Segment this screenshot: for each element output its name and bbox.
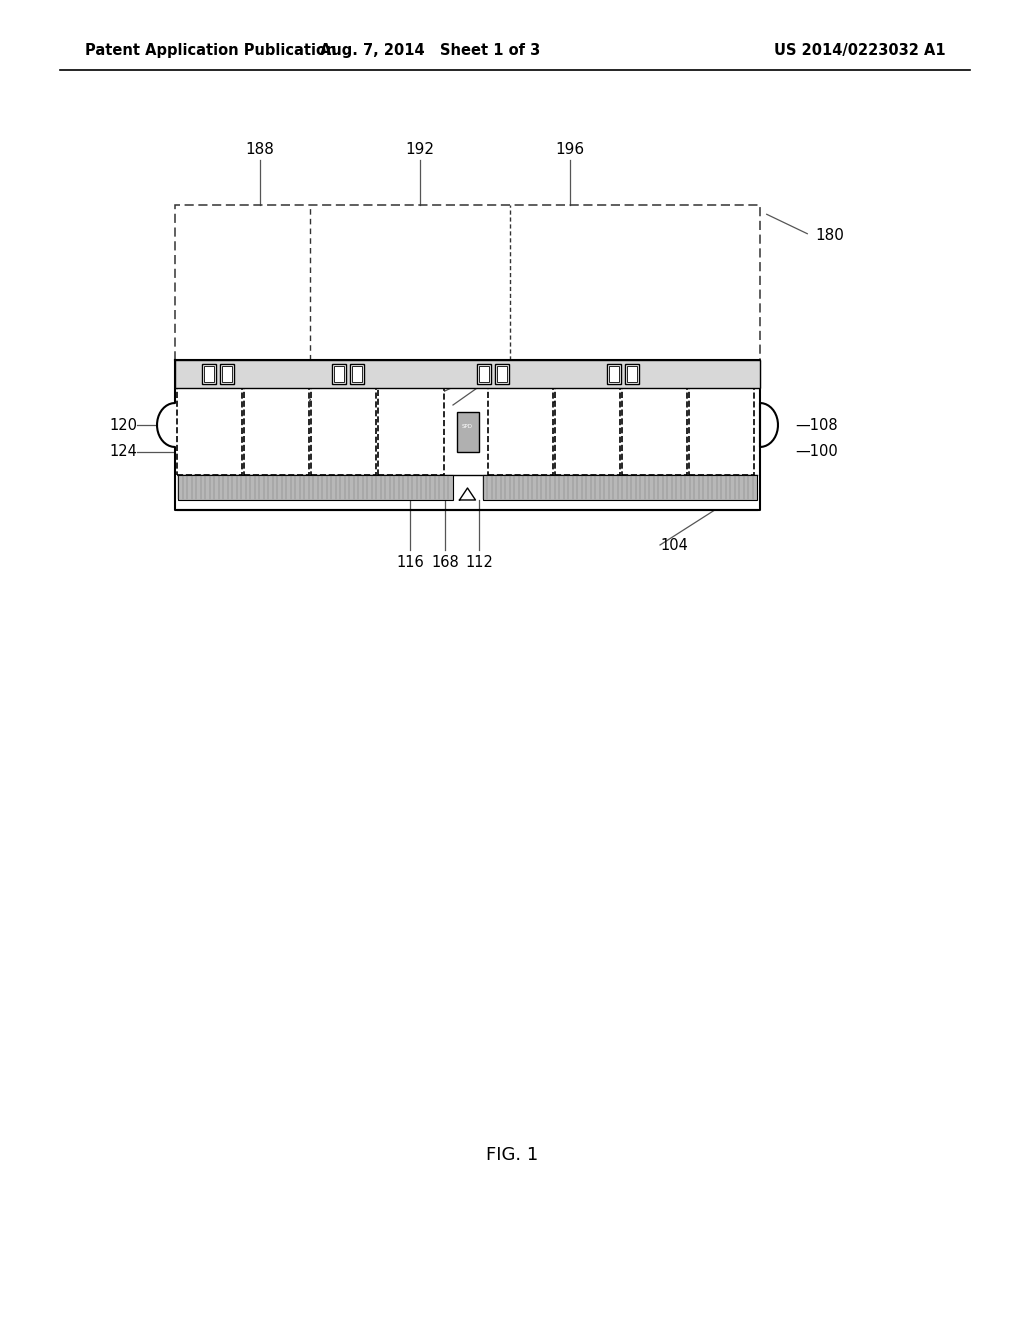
Text: (SBE): (SBE) bbox=[174, 393, 217, 407]
Text: 120: 120 bbox=[109, 417, 137, 433]
Text: 116: 116 bbox=[396, 554, 424, 570]
Bar bbox=[482, 475, 757, 500]
Bar bbox=[457, 412, 478, 451]
Text: Aug. 7, 2014   Sheet 1 of 3: Aug. 7, 2014 Sheet 1 of 3 bbox=[319, 42, 540, 58]
Text: 112: 112 bbox=[465, 554, 493, 570]
Text: SPD: SPD bbox=[462, 424, 473, 429]
Text: Patent Application Publication: Patent Application Publication bbox=[85, 42, 337, 58]
Text: 144: 144 bbox=[401, 363, 429, 378]
Bar bbox=[350, 364, 364, 384]
Bar bbox=[332, 364, 346, 384]
Text: —108: —108 bbox=[795, 417, 838, 433]
Text: 152: 152 bbox=[535, 363, 562, 378]
Bar bbox=[177, 388, 242, 475]
Text: (1066): (1066) bbox=[316, 393, 368, 407]
Text: 148: 148 bbox=[439, 363, 467, 378]
Text: 188: 188 bbox=[246, 143, 274, 157]
Bar bbox=[609, 366, 618, 381]
Text: 180: 180 bbox=[815, 227, 844, 243]
Text: (1.35V): (1.35V) bbox=[558, 393, 616, 407]
Text: FIG. 1: FIG. 1 bbox=[485, 1146, 539, 1164]
Bar bbox=[625, 364, 639, 384]
Bar bbox=[622, 388, 687, 475]
Text: 140: 140 bbox=[328, 363, 356, 378]
Bar bbox=[202, 364, 216, 384]
Bar bbox=[175, 360, 760, 388]
Text: (800): (800) bbox=[284, 393, 326, 407]
Bar bbox=[352, 366, 362, 381]
Bar bbox=[311, 388, 377, 475]
Text: —100: —100 bbox=[795, 445, 838, 459]
Bar bbox=[607, 364, 621, 384]
Bar bbox=[487, 388, 553, 475]
Bar bbox=[555, 388, 620, 475]
Text: 196: 196 bbox=[555, 143, 585, 157]
Bar bbox=[220, 364, 234, 384]
Text: 132: 132 bbox=[218, 363, 246, 378]
Bar bbox=[379, 388, 443, 475]
Bar bbox=[222, 366, 232, 381]
Text: (MBE): (MBE) bbox=[209, 393, 255, 407]
Text: (1600): (1600) bbox=[427, 393, 478, 407]
Bar bbox=[204, 366, 214, 381]
Text: (1.5V): (1.5V) bbox=[524, 393, 572, 407]
Text: 128: 128 bbox=[182, 363, 210, 378]
Text: 124: 124 bbox=[110, 445, 137, 459]
Bar bbox=[178, 475, 453, 500]
Polygon shape bbox=[157, 360, 778, 510]
Text: (1333): (1333) bbox=[389, 393, 440, 407]
Text: 156: 156 bbox=[573, 363, 601, 378]
Text: 136: 136 bbox=[291, 363, 318, 378]
Text: 168: 168 bbox=[431, 554, 459, 570]
Text: US 2014/0223032 A1: US 2014/0223032 A1 bbox=[774, 42, 946, 58]
Bar bbox=[477, 364, 490, 384]
Bar bbox=[334, 366, 344, 381]
Bar bbox=[627, 366, 637, 381]
Bar bbox=[479, 366, 489, 381]
Bar bbox=[495, 364, 509, 384]
Bar bbox=[689, 388, 754, 475]
Bar bbox=[497, 366, 507, 381]
Bar bbox=[244, 388, 309, 475]
Text: 192: 192 bbox=[406, 143, 434, 157]
Bar bbox=[175, 205, 760, 360]
Text: 104: 104 bbox=[660, 537, 688, 553]
